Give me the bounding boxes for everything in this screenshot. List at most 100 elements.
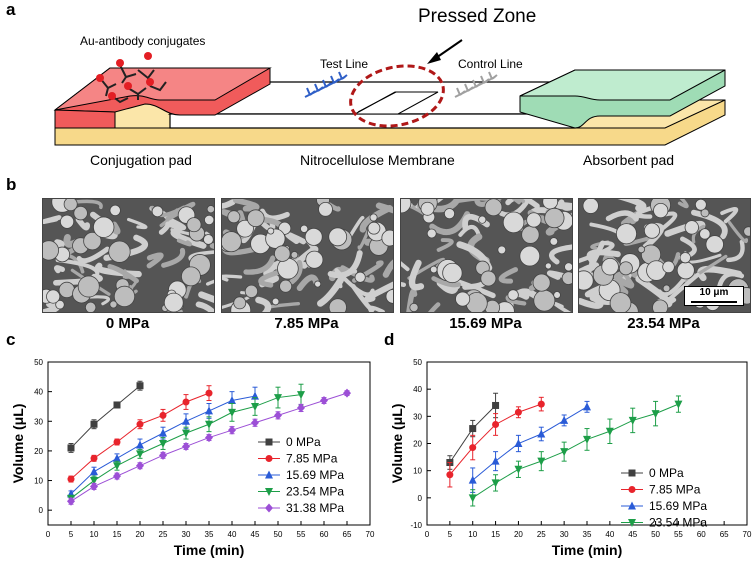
sem-particle — [507, 289, 519, 301]
sem-particle — [43, 240, 59, 261]
sem-particle — [679, 252, 691, 264]
x-tick-label: 35 — [583, 530, 592, 539]
sem-particle — [109, 300, 118, 309]
series-0-mpa — [67, 380, 144, 453]
sem-fiber — [553, 302, 572, 312]
gold-nanoparticle — [108, 92, 116, 100]
data-point — [205, 389, 213, 397]
data-point — [492, 420, 500, 428]
legend-entry: 23.54 MPa — [649, 516, 707, 530]
sem-particle — [279, 279, 293, 293]
sem-particle — [684, 220, 699, 235]
data-point — [228, 425, 236, 435]
data-point — [320, 396, 328, 406]
sem-fiber — [367, 305, 385, 312]
data-point — [90, 477, 98, 486]
data-point — [159, 428, 167, 437]
sem-label-2: 15.69 MPa — [449, 315, 522, 332]
control-line-antibodies — [454, 71, 498, 98]
sem-particle — [521, 225, 540, 244]
data-point — [136, 461, 144, 471]
data-point — [537, 429, 546, 438]
sem-particle — [83, 231, 102, 251]
sem-fiber — [243, 255, 276, 275]
sem-particle — [519, 245, 541, 267]
data-point — [469, 444, 477, 452]
y-tick-label: 20 — [34, 447, 43, 456]
data-point — [90, 454, 98, 462]
sem-particle — [662, 260, 675, 274]
chart-c: 0 5 10 15 20 25 30 35 40 45 50 55 60 65 70 0 10 20 30 40 50 T… — [10, 358, 375, 558]
sem-image-0 — [42, 198, 215, 313]
data-point — [159, 440, 167, 448]
gold-nanoparticle — [146, 78, 154, 86]
legend-marker — [265, 455, 273, 462]
y-tick-label: -10 — [410, 521, 422, 530]
data-point — [159, 450, 167, 460]
sem-particle — [236, 219, 254, 238]
sem-fiber — [43, 215, 62, 224]
sem-fiber — [549, 244, 572, 265]
series-7-85-mpa — [67, 385, 213, 483]
sem-particle — [354, 271, 366, 283]
sem-particle — [743, 226, 750, 237]
sem-label-3: 23.54 MPa — [627, 315, 700, 332]
x-tick-label: 20 — [136, 530, 145, 539]
legend-marker — [265, 503, 273, 513]
sem-image-2 — [400, 198, 573, 313]
sem-particle — [227, 210, 241, 224]
sem-particle — [484, 199, 503, 217]
data-point — [605, 427, 614, 436]
data-point — [251, 418, 259, 428]
panel-letter-a: a — [6, 0, 16, 19]
sem-particle — [497, 245, 507, 255]
y-tick-label: 30 — [413, 412, 422, 421]
legend-marker — [265, 438, 273, 446]
x-tick-label: 20 — [514, 530, 523, 539]
data-point — [136, 450, 144, 459]
data-point — [537, 400, 545, 408]
sem-particle — [46, 289, 61, 304]
legend-entry: 23.54 MPa — [286, 485, 344, 499]
sem-particle — [582, 199, 599, 214]
sem-particle — [653, 202, 669, 219]
sem-fiber — [677, 199, 689, 209]
sem-particle — [77, 275, 100, 298]
sem-particle — [409, 302, 419, 312]
sem-particle — [694, 199, 707, 211]
x-tick-label: 10 — [90, 530, 99, 539]
x-tick-label: 15 — [491, 530, 500, 539]
series-line — [472, 406, 588, 481]
sem-fiber — [613, 271, 635, 289]
x-tick-label: 0 — [425, 530, 430, 539]
sem-particle — [186, 217, 202, 233]
conjugation-pad-label: Conjugation pad — [90, 152, 192, 168]
y-tick-label: 10 — [34, 477, 43, 486]
data-point — [469, 425, 477, 433]
series-line — [472, 403, 679, 499]
series-line — [70, 385, 141, 449]
sem-particle — [401, 199, 412, 214]
sem-image-3: 10 μm — [578, 198, 751, 313]
sem-particle — [579, 270, 594, 291]
data-point — [90, 467, 98, 476]
sem-fiber — [458, 224, 481, 238]
data-point — [297, 403, 305, 413]
test-line-label: Test Line — [320, 57, 368, 71]
sem-particle — [113, 285, 136, 308]
data-point — [674, 400, 683, 409]
sem-particle — [328, 298, 347, 312]
sem-particle — [163, 292, 184, 312]
data-point — [491, 456, 500, 465]
sem-particle — [369, 213, 378, 222]
data-point — [228, 408, 236, 417]
sem-particle — [676, 261, 695, 280]
sem-fiber — [146, 252, 164, 269]
y-tick-label: 0 — [418, 494, 423, 503]
sem-particle — [637, 245, 646, 254]
sem-particle — [526, 212, 542, 228]
sem-particle — [480, 270, 497, 287]
sem-particle — [705, 235, 724, 254]
gold-nanoparticle — [116, 59, 124, 67]
legend-entry: 0 MPa — [649, 466, 684, 480]
